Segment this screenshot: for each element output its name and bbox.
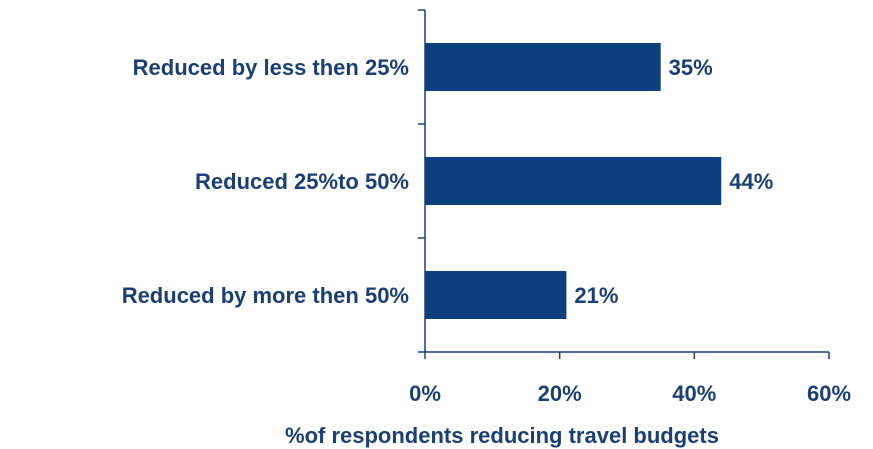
category-labels-group: Reduced by less then 25% Reduced 25%to 50… bbox=[122, 55, 409, 308]
x-tick-label: 60% bbox=[807, 381, 851, 406]
data-labels-group: 35% 44% 21% bbox=[574, 55, 773, 308]
bar bbox=[425, 271, 567, 319]
x-tick-label: 20% bbox=[538, 381, 582, 406]
bar bbox=[425, 43, 661, 91]
data-label: 44% bbox=[729, 169, 773, 194]
axes-group bbox=[418, 9, 830, 359]
x-axis-title: %of respondents reducing travel budgets bbox=[285, 423, 719, 448]
x-tick-label: 0% bbox=[409, 381, 441, 406]
data-label: 21% bbox=[574, 283, 618, 308]
bars-group bbox=[425, 43, 722, 319]
bar bbox=[425, 157, 722, 205]
x-tick-label: 40% bbox=[672, 381, 716, 406]
category-label: Reduced by less then 25% bbox=[133, 55, 409, 80]
tick-labels-group: 0% 20% 40% 60% bbox=[409, 381, 851, 406]
category-label: Reduced by more then 50% bbox=[122, 283, 409, 308]
data-label: 35% bbox=[669, 55, 713, 80]
category-label: Reduced 25%to 50% bbox=[195, 169, 409, 194]
